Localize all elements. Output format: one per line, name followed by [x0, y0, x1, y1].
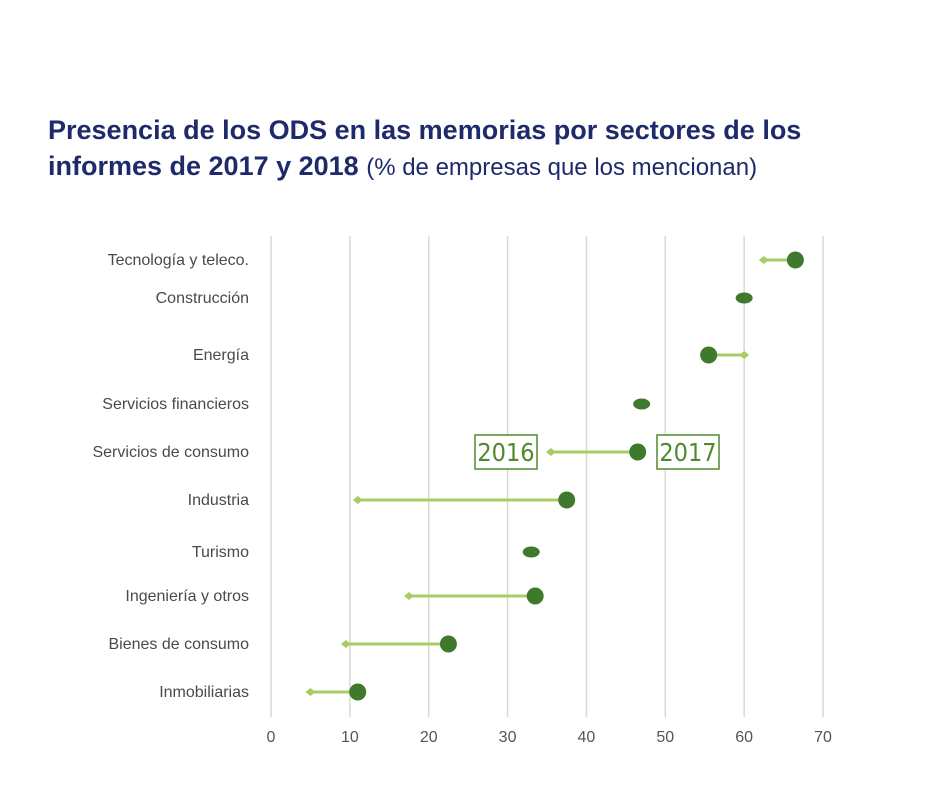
chart-title-main: Presencia de los ODS en las memorias por… [48, 115, 802, 181]
year-label-2016: 2016 [477, 438, 534, 467]
category-label: Inmobiliarias [159, 684, 249, 701]
chart-subtitle: (% de empresas que los mencionan) [366, 154, 758, 181]
x-tick-label: 20 [420, 729, 438, 746]
point-2017 [786, 251, 804, 269]
category-label: Bienes de consumo [108, 636, 249, 653]
point-2016 [352, 496, 363, 504]
x-tick-label: 0 [267, 729, 276, 746]
point-2017 [526, 587, 544, 605]
point-2016 [340, 640, 351, 648]
category-label: Turismo [192, 544, 249, 561]
category-label: Energía [193, 347, 249, 364]
year-label-2017: 2017 [659, 438, 716, 467]
x-tick-label: 30 [499, 729, 517, 746]
point-overlap [735, 292, 753, 304]
category-label: Construcción [156, 290, 249, 307]
x-tick-label: 40 [578, 729, 596, 746]
category-label: Ingeniería y otros [125, 588, 249, 605]
year-label-box [474, 434, 538, 470]
point-2016 [545, 448, 556, 456]
point-2017 [629, 443, 647, 461]
year-label-box [656, 434, 720, 470]
category-label: Tecnología y teleco. [108, 252, 249, 269]
category-label: Servicios financieros [102, 396, 249, 413]
point-2017 [439, 635, 457, 653]
chart-title: Presencia de los ODS en las memorias por… [48, 112, 908, 186]
point-overlap [522, 546, 540, 558]
point-2017 [700, 346, 718, 364]
point-2016 [404, 592, 414, 600]
x-tick-label: 10 [341, 729, 359, 746]
category-label: Industria [188, 492, 249, 509]
x-tick-label: 70 [814, 729, 832, 746]
point-overlap [633, 398, 651, 410]
category-label: Servicios de consumo [92, 444, 249, 461]
x-tick-label: 60 [735, 729, 753, 746]
point-2016 [758, 256, 769, 264]
x-tick-label: 50 [656, 729, 674, 746]
point-2017 [558, 491, 576, 509]
point-2017 [349, 683, 367, 701]
point-2016 [739, 351, 750, 359]
point-2016 [305, 688, 316, 696]
